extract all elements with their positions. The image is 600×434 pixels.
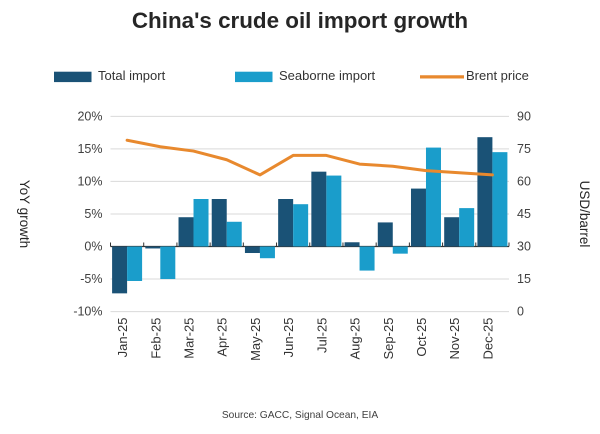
svg-text:Source: GACC, Signal Ocean, EI: Source: GACC, Signal Ocean, EIA — [222, 410, 378, 421]
svg-text:20%: 20% — [77, 109, 102, 123]
svg-text:75: 75 — [517, 142, 531, 156]
svg-text:0: 0 — [517, 305, 524, 319]
svg-text:90: 90 — [517, 109, 531, 123]
svg-text:Nov-25: Nov-25 — [447, 318, 462, 360]
svg-text:Dec-25: Dec-25 — [480, 318, 495, 360]
svg-text:0%: 0% — [84, 240, 102, 254]
svg-text:60: 60 — [517, 174, 531, 188]
svg-text:Mar-25: Mar-25 — [182, 318, 197, 359]
svg-text:Jan-25: Jan-25 — [115, 318, 130, 358]
svg-text:-5%: -5% — [80, 272, 102, 286]
svg-text:China's crude oil import growt: China's crude oil import growth — [132, 8, 468, 33]
svg-text:YoY growth: YoY growth — [17, 180, 32, 248]
svg-text:May-25: May-25 — [248, 318, 263, 361]
svg-text:15%: 15% — [77, 142, 102, 156]
svg-text:15: 15 — [517, 272, 531, 286]
svg-text:45: 45 — [517, 207, 531, 221]
svg-text:Seaborne import: Seaborne import — [279, 68, 375, 83]
svg-text:Total import: Total import — [98, 68, 166, 83]
svg-text:USD/barrel: USD/barrel — [577, 181, 592, 248]
svg-text:Jul-25: Jul-25 — [314, 318, 329, 353]
svg-text:-10%: -10% — [73, 305, 102, 319]
svg-text:10%: 10% — [77, 174, 102, 188]
svg-text:Aug-25: Aug-25 — [348, 318, 363, 360]
svg-text:5%: 5% — [84, 207, 102, 221]
svg-text:Sep-25: Sep-25 — [381, 318, 396, 360]
svg-text:Apr-25: Apr-25 — [215, 318, 230, 357]
svg-text:Feb-25: Feb-25 — [148, 318, 163, 359]
svg-text:Oct-25: Oct-25 — [414, 318, 429, 357]
svg-text:30: 30 — [517, 240, 531, 254]
svg-text:Brent price: Brent price — [466, 68, 529, 83]
svg-text:Jun-25: Jun-25 — [281, 318, 296, 358]
